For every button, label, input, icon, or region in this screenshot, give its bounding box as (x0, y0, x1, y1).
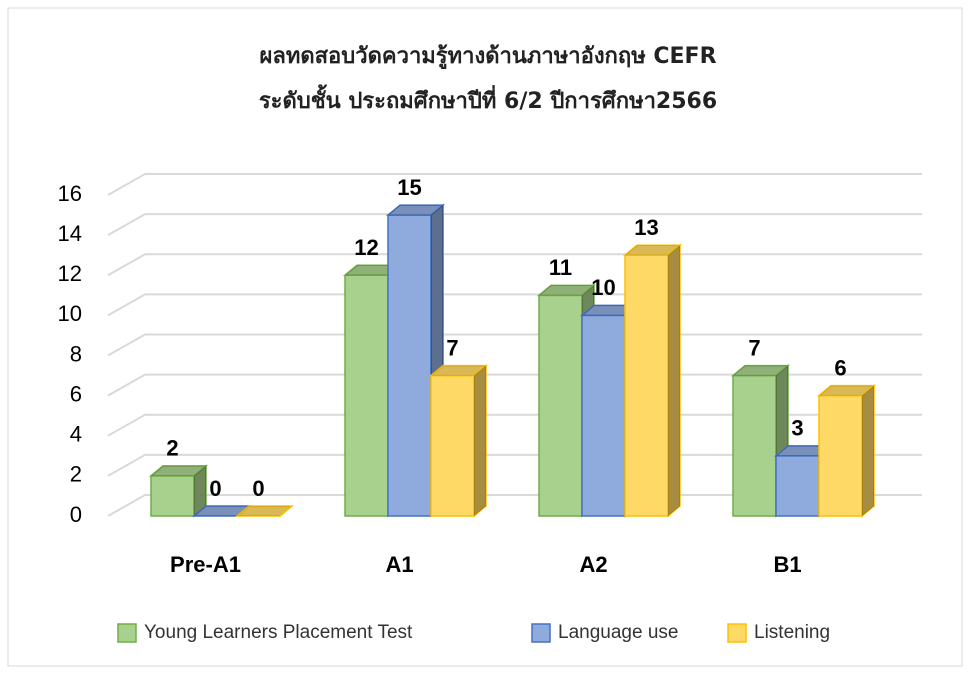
bar-top-shade (625, 245, 680, 256)
chart-border (7, 7, 963, 667)
bar-top-shade (776, 445, 831, 456)
bar-top-shade (345, 265, 400, 276)
data-label: 10 (591, 275, 615, 300)
bar-side-shade (194, 465, 206, 516)
bar (732, 374, 777, 517)
chart-title: ผลทดสอบวัดความรู้ทางด้านภาษาอังกฤษ CEFR (259, 44, 716, 70)
y-tick-label: 8 (70, 341, 82, 366)
bar (344, 274, 389, 517)
bar (387, 214, 432, 517)
legend-label: Listening (754, 622, 830, 643)
data-label: 13 (634, 215, 658, 240)
y-tick-label: 16 (58, 181, 82, 206)
bar (538, 294, 583, 517)
grid-line (107, 173, 922, 196)
y-tick-label: 10 (58, 301, 82, 326)
bar (430, 374, 475, 517)
bar (775, 455, 820, 517)
bar (818, 394, 863, 517)
bar (624, 254, 669, 517)
y-tick-label: 12 (58, 261, 82, 286)
legend-swatch (117, 623, 137, 643)
bar (150, 475, 195, 517)
bar-top-shade (539, 285, 594, 296)
bar-side-shade (862, 385, 874, 516)
bar-side (861, 384, 875, 518)
data-label: 3 (791, 416, 803, 441)
bar-top-shade (582, 305, 637, 316)
y-tick-label: 2 (70, 462, 82, 487)
x-tick-label: Pre-A1 (170, 552, 241, 577)
bar-side-shade (474, 365, 486, 516)
bar-top-shade (431, 365, 486, 376)
bar-side (279, 505, 293, 517)
data-label: 6 (834, 355, 846, 380)
bar-top-shade (733, 365, 788, 376)
bar-side (667, 243, 681, 518)
bar-top-shade (388, 205, 443, 216)
legend-label: Language use (558, 622, 678, 643)
x-tick-label: B1 (773, 552, 801, 577)
x-tick-label: A2 (579, 552, 607, 577)
data-label: 11 (549, 255, 572, 280)
bar-side (473, 363, 487, 518)
x-tick-label: A1 (385, 552, 413, 577)
bar-top-shade (819, 385, 874, 396)
chart-subtitle: ระดับชั้น ประถมศึกษาปีที่ 6/2 ปีการศึกษา… (259, 84, 717, 114)
legend-label: Young Learners Placement Test (144, 622, 413, 643)
legend-swatch (531, 623, 551, 643)
data-label: 15 (397, 175, 421, 200)
y-tick-label: 6 (70, 381, 82, 406)
bar-top-shade (151, 465, 206, 476)
bar-top-shade (194, 506, 249, 516)
data-label: 0 (209, 476, 221, 501)
y-tick-label: 0 (70, 502, 82, 527)
grid-line (107, 213, 922, 236)
bar-side-shade (668, 245, 680, 516)
data-label: 2 (166, 436, 178, 461)
legend-swatch (727, 623, 747, 643)
data-label: 7 (748, 335, 760, 360)
y-tick-label: 14 (58, 221, 82, 246)
data-label: 12 (354, 235, 378, 260)
data-label: 0 (252, 476, 264, 501)
bar-top-shade (237, 506, 292, 516)
data-label: 7 (446, 335, 458, 360)
y-tick-label: 4 (70, 422, 82, 447)
bar (581, 314, 626, 517)
